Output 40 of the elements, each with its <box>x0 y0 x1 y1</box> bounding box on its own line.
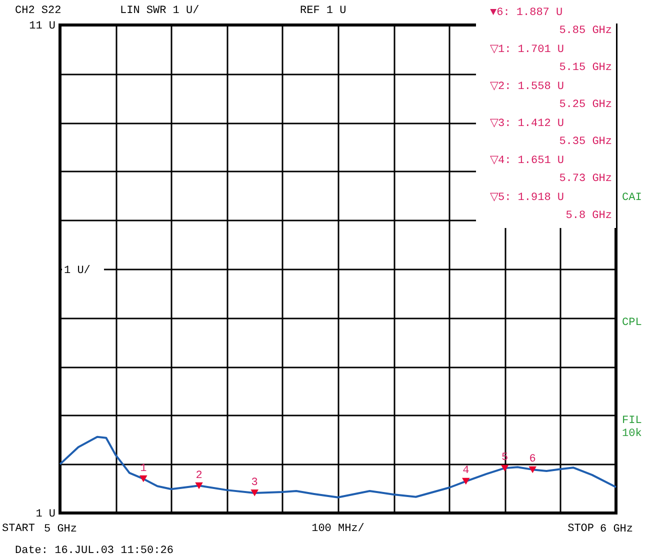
text: STOP <box>568 523 594 535</box>
text: CPL <box>622 317 642 329</box>
text: REF 1 U <box>300 5 346 17</box>
x-tick-label: 6 GHz <box>600 524 634 536</box>
annotation: 5.85 GHz <box>559 25 612 37</box>
x-axis-title: 100 MHz/ <box>312 523 364 535</box>
point <box>462 478 470 485</box>
text: CH2 S22 <box>15 5 62 17</box>
annotation: 5.8 GHz <box>566 210 612 222</box>
y-tick-label: 1 U <box>36 508 56 520</box>
annotation: ▽2: 1.558 U <box>490 81 564 93</box>
annotation: 5.35 GHz <box>559 136 612 148</box>
annotation: ▽3: 1.412 U <box>490 118 564 130</box>
annotation: 5.73 GHz <box>559 173 612 185</box>
text: START <box>2 523 36 535</box>
point <box>528 466 536 474</box>
text: ▼6: 1.887 U <box>490 7 563 19</box>
text: LIN SWR 1 U/ <box>120 5 200 17</box>
annotation: ▽1: 1.701 U <box>490 44 564 56</box>
annotation: 1 U/ <box>64 265 90 277</box>
annotation: 5.25 GHz <box>559 99 612 111</box>
line-series <box>59 436 617 498</box>
point <box>500 464 509 472</box>
point <box>250 490 258 496</box>
y-tick-label: 11 U <box>29 20 56 32</box>
annotation: ▽4: 1.651 U <box>490 155 564 167</box>
text: CAI <box>622 192 642 204</box>
annotation: ▽5: 1.918 U <box>490 192 564 204</box>
text: Date: 16.JUL.03 11:50:26 <box>15 545 174 557</box>
annotation: 2 <box>196 470 202 482</box>
point <box>140 475 148 482</box>
annotation: 3 <box>251 476 258 489</box>
text: FIL <box>622 415 642 427</box>
annotation: 4 <box>462 465 470 478</box>
x-tick-label: 5 GHz <box>44 524 78 536</box>
point <box>195 482 203 490</box>
annotation: 6 <box>529 454 536 466</box>
annotation: 5.15 GHz <box>559 62 612 74</box>
text: 10k <box>622 428 642 440</box>
annotation: 1 <box>140 462 148 475</box>
